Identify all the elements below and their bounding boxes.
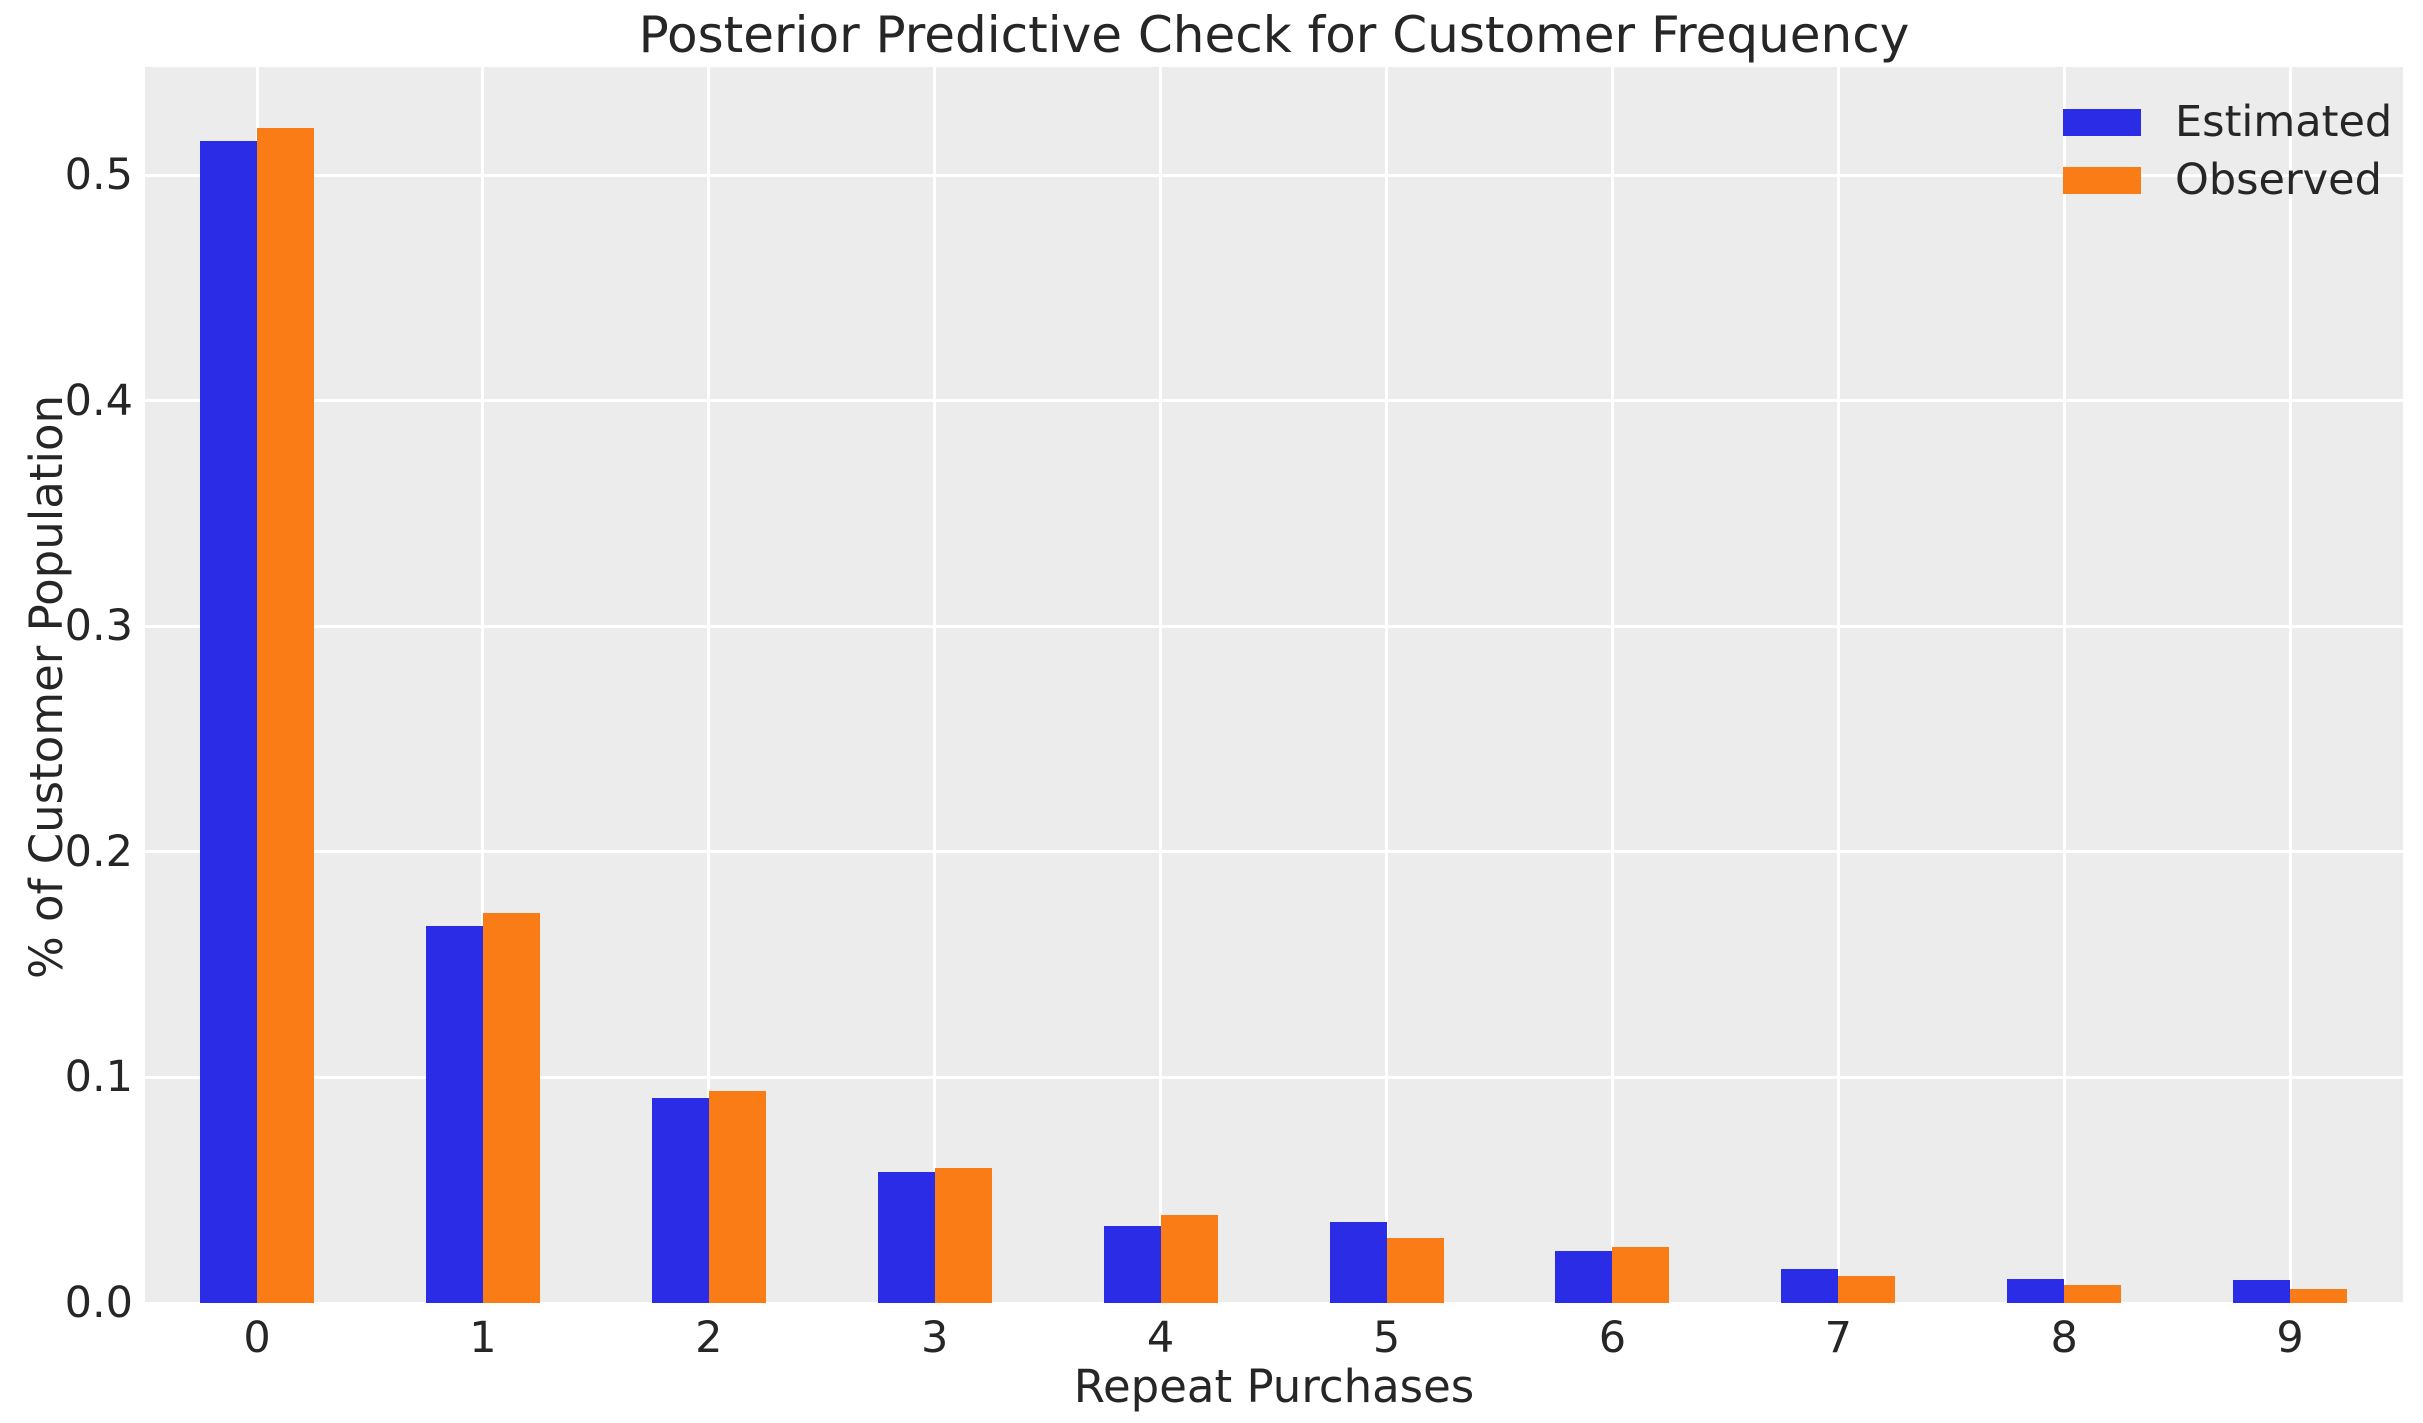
bar-estimated-4: [1103, 1226, 1161, 1303]
x-tick-label-4: 4: [1146, 1313, 1175, 1363]
y-tick-label-0.0: 0.0: [64, 1278, 133, 1328]
gridline-y-0.5: [145, 173, 2403, 177]
legend-swatch-observed: [2063, 166, 2141, 194]
x-tick-label-9: 9: [2276, 1313, 2304, 1363]
y-tick-label-0.2: 0.2: [64, 826, 133, 877]
bar-estimated-5: [1329, 1222, 1387, 1303]
gridline-y-0.1: [145, 1075, 2403, 1079]
y-tick-label-0.1: 0.1: [64, 1052, 133, 1103]
x-tick-label-7: 7: [1824, 1313, 1852, 1363]
plot-area: [145, 67, 2403, 1303]
bar-observed-3: [934, 1168, 992, 1303]
gridline-x-2: [707, 67, 711, 1303]
gridline-x-6: [1610, 67, 1614, 1303]
legend: Estimated Observed: [2063, 93, 2392, 209]
legend-item-observed: Observed: [2063, 151, 2392, 209]
gridline-x-5: [1385, 67, 1388, 1303]
bar-observed-8: [2064, 1285, 2122, 1303]
bar-observed-9: [2290, 1289, 2348, 1303]
bar-observed-5: [1386, 1238, 1444, 1303]
x-tick-label-5: 5: [1372, 1313, 1401, 1363]
gridline-y-0.2: [145, 850, 2403, 854]
gridline-x-3: [933, 67, 937, 1303]
y-tick-label-0.5: 0.5: [64, 150, 133, 201]
bar-estimated-8: [2007, 1279, 2065, 1303]
bar-estimated-7: [1781, 1269, 1839, 1303]
legend-item-estimated: Estimated: [2063, 93, 2392, 151]
bar-observed-0: [257, 128, 314, 1303]
x-tick-label-3: 3: [921, 1313, 949, 1363]
x-tick-label-0: 0: [243, 1313, 271, 1363]
x-tick-label-2: 2: [695, 1313, 723, 1363]
gridline-y-0: [145, 1301, 2403, 1303]
gridline-x-8: [2062, 67, 2066, 1303]
bar-estimated-2: [651, 1098, 709, 1303]
gridline-y-0.4: [145, 399, 2403, 403]
x-tick-label-1: 1: [469, 1313, 497, 1363]
gridline-y-0.3: [145, 624, 2403, 628]
bar-estimated-9: [2233, 1280, 2291, 1303]
chart-title: Posterior Predictive Check for Customer …: [638, 6, 1910, 64]
bar-observed-4: [1160, 1215, 1218, 1303]
gridline-x-9: [2288, 67, 2292, 1303]
bar-estimated-6: [1555, 1251, 1613, 1303]
legend-label-observed: Observed: [2175, 155, 2382, 205]
y-tick-label-0.4: 0.4: [64, 375, 133, 426]
gridline-x-7: [1836, 67, 1840, 1303]
bar-observed-1: [482, 913, 540, 1303]
y-tick-label-0.3: 0.3: [64, 601, 133, 652]
x-axis-label: Repeat Purchases: [1073, 1360, 1475, 1413]
gridline-x-1: [481, 67, 485, 1303]
legend-label-estimated: Estimated: [2175, 97, 2393, 147]
bar-estimated-1: [425, 926, 483, 1303]
x-tick-label-8: 8: [2050, 1313, 2078, 1363]
y-axis-label: % of Customer Population: [20, 394, 73, 980]
bar-observed-7: [1838, 1276, 1896, 1303]
bar-observed-2: [708, 1091, 766, 1303]
x-tick-label-6: 6: [1598, 1313, 1627, 1363]
legend-swatch-estimated: [2063, 108, 2141, 136]
bar-estimated-0: [200, 141, 257, 1303]
bar-estimated-3: [877, 1172, 935, 1303]
gridline-x-4: [1159, 67, 1163, 1303]
bar-observed-6: [1612, 1247, 1670, 1303]
